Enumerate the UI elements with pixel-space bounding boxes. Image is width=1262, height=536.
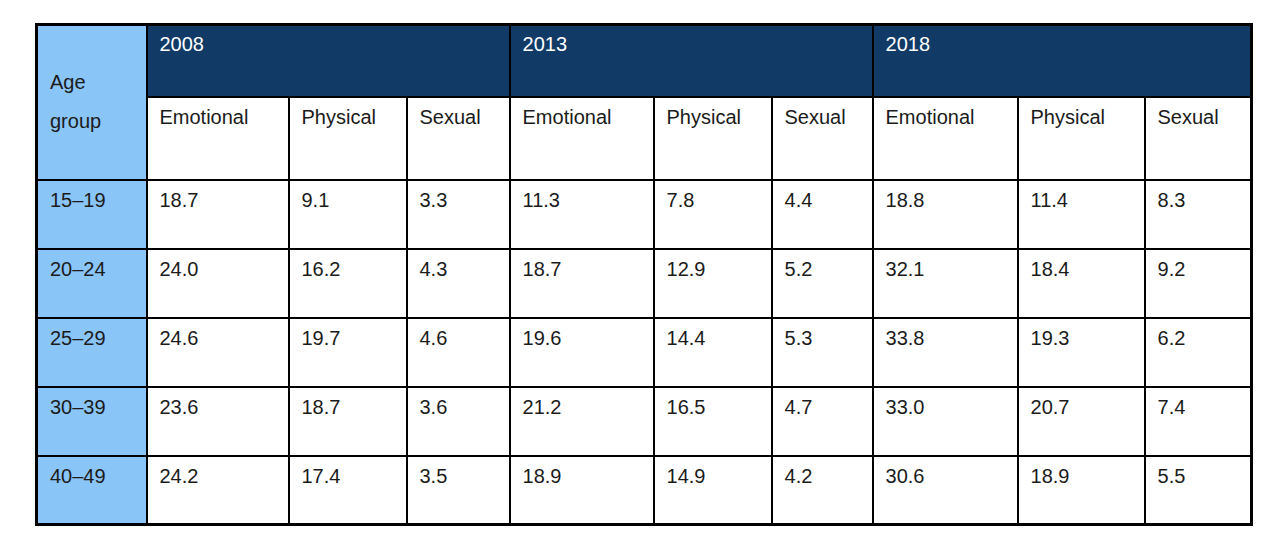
data-cell: 5.5 bbox=[1145, 456, 1252, 525]
data-cell: 9.1 bbox=[289, 180, 407, 249]
page: Age group 2008 2013 2018 Emotional Physi… bbox=[0, 0, 1262, 536]
data-cell: 18.4 bbox=[1018, 249, 1145, 318]
data-cell: 3.3 bbox=[407, 180, 510, 249]
data-cell: 14.4 bbox=[654, 318, 772, 387]
data-cell: 16.2 bbox=[289, 249, 407, 318]
column-header-2013-emotional: Emotional bbox=[510, 97, 654, 180]
data-cell: 32.1 bbox=[873, 249, 1018, 318]
data-cell: 18.9 bbox=[510, 456, 654, 525]
table-row-30-39: 30–39 23.6 18.7 3.6 21.2 16.5 4.7 33.0 2… bbox=[37, 387, 1252, 456]
age-group-corner-header: Age group bbox=[37, 25, 147, 180]
data-cell: 7.8 bbox=[654, 180, 772, 249]
data-cell: 33.0 bbox=[873, 387, 1018, 456]
data-cell: 11.3 bbox=[510, 180, 654, 249]
data-cell: 8.3 bbox=[1145, 180, 1252, 249]
column-header-2008-physical: Physical bbox=[289, 97, 407, 180]
data-cell: 4.6 bbox=[407, 318, 510, 387]
data-cell: 11.4 bbox=[1018, 180, 1145, 249]
data-cell: 6.2 bbox=[1145, 318, 1252, 387]
year-header-2008: 2008 bbox=[147, 25, 510, 97]
data-cell: 9.2 bbox=[1145, 249, 1252, 318]
abuse-by-age-year-table: Age group 2008 2013 2018 Emotional Physi… bbox=[35, 23, 1253, 526]
data-cell: 20.7 bbox=[1018, 387, 1145, 456]
data-cell: 5.2 bbox=[772, 249, 873, 318]
data-cell: 24.2 bbox=[147, 456, 289, 525]
column-header-2018-emotional: Emotional bbox=[873, 97, 1018, 180]
year-header-2013: 2013 bbox=[510, 25, 873, 97]
year-header-2018: 2018 bbox=[873, 25, 1252, 97]
data-cell: 18.7 bbox=[510, 249, 654, 318]
table-row-40-49: 40–49 24.2 17.4 3.5 18.9 14.9 4.2 30.6 1… bbox=[37, 456, 1252, 525]
row-header-age-group: 40–49 bbox=[37, 456, 147, 525]
data-cell: 24.6 bbox=[147, 318, 289, 387]
table-row-20-24: 20–24 24.0 16.2 4.3 18.7 12.9 5.2 32.1 1… bbox=[37, 249, 1252, 318]
column-header-2008-emotional: Emotional bbox=[147, 97, 289, 180]
sub-header-row: Emotional Physical Sexual Emotional Phys… bbox=[37, 97, 1252, 180]
row-header-age-group: 15–19 bbox=[37, 180, 147, 249]
data-cell: 24.0 bbox=[147, 249, 289, 318]
table-row-25-29: 25–29 24.6 19.7 4.6 19.6 14.4 5.3 33.8 1… bbox=[37, 318, 1252, 387]
row-header-age-group: 20–24 bbox=[37, 249, 147, 318]
data-cell: 3.6 bbox=[407, 387, 510, 456]
data-cell: 18.7 bbox=[147, 180, 289, 249]
data-cell: 18.9 bbox=[1018, 456, 1145, 525]
data-cell: 18.7 bbox=[289, 387, 407, 456]
data-cell: 4.2 bbox=[772, 456, 873, 525]
column-header-2013-physical: Physical bbox=[654, 97, 772, 180]
row-header-age-group: 25–29 bbox=[37, 318, 147, 387]
data-cell: 30.6 bbox=[873, 456, 1018, 525]
column-header-2013-sexual: Sexual bbox=[772, 97, 873, 180]
table-row-15-19: 15–19 18.7 9.1 3.3 11.3 7.8 4.4 18.8 11.… bbox=[37, 180, 1252, 249]
data-cell: 19.6 bbox=[510, 318, 654, 387]
data-cell: 4.4 bbox=[772, 180, 873, 249]
data-cell: 14.9 bbox=[654, 456, 772, 525]
data-cell: 16.5 bbox=[654, 387, 772, 456]
data-cell: 21.2 bbox=[510, 387, 654, 456]
data-cell: 33.8 bbox=[873, 318, 1018, 387]
data-cell: 19.7 bbox=[289, 318, 407, 387]
column-header-2018-sexual: Sexual bbox=[1145, 97, 1252, 180]
data-cell: 17.4 bbox=[289, 456, 407, 525]
column-header-2008-sexual: Sexual bbox=[407, 97, 510, 180]
data-cell: 4.3 bbox=[407, 249, 510, 318]
data-cell: 12.9 bbox=[654, 249, 772, 318]
year-header-row: Age group 2008 2013 2018 bbox=[37, 25, 1252, 97]
data-cell: 19.3 bbox=[1018, 318, 1145, 387]
data-cell: 23.6 bbox=[147, 387, 289, 456]
data-cell: 18.8 bbox=[873, 180, 1018, 249]
data-cell: 5.3 bbox=[772, 318, 873, 387]
row-header-age-group: 30–39 bbox=[37, 387, 147, 456]
column-header-2018-physical: Physical bbox=[1018, 97, 1145, 180]
data-cell: 4.7 bbox=[772, 387, 873, 456]
data-cell: 3.5 bbox=[407, 456, 510, 525]
data-cell: 7.4 bbox=[1145, 387, 1252, 456]
